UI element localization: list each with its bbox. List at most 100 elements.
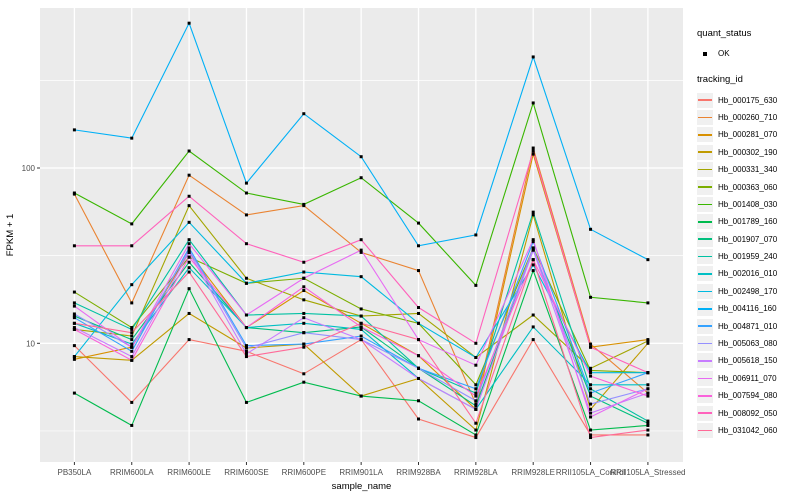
data-point	[302, 372, 306, 376]
data-point	[130, 331, 134, 335]
tracking-id-item: Hb_001789_160	[697, 213, 799, 230]
tracking-id-item-label: Hb_004116_160	[718, 304, 777, 314]
data-point	[646, 387, 650, 391]
data-point	[589, 227, 593, 231]
tracking-id-item-label: Hb_000331_340	[718, 165, 778, 175]
data-point	[302, 285, 306, 289]
line-key-icon	[697, 318, 713, 334]
data-point	[244, 346, 248, 350]
data-point	[474, 421, 478, 425]
tracking-id-item-label: Hb_031042_060	[718, 426, 778, 435]
data-point	[417, 354, 420, 358]
y-tick-label: 100	[22, 164, 36, 173]
data-point	[417, 311, 420, 315]
tracking-id-item-label: Hb_000260_710	[718, 112, 778, 122]
data-point	[474, 233, 478, 237]
x-tick-label: RRII105LA_Stressed	[610, 468, 685, 477]
data-point	[417, 244, 420, 248]
tracking-id-item: Hb_000260_710	[697, 109, 799, 126]
data-point	[589, 407, 593, 411]
data-point	[589, 366, 593, 370]
data-point	[359, 238, 363, 242]
line-key-icon	[697, 231, 713, 247]
tracking-id-item: Hb_005063_080	[697, 335, 799, 352]
data-point	[474, 404, 478, 408]
data-point	[531, 313, 535, 317]
line-key-icon	[697, 353, 713, 369]
data-point	[531, 149, 535, 153]
data-point	[187, 173, 191, 177]
data-point	[531, 210, 535, 214]
y-tick-label: 10	[26, 339, 35, 348]
line-key-icon	[697, 109, 713, 125]
tracking-id-item-label: Hb_008092_050	[718, 408, 778, 418]
data-point	[72, 355, 76, 359]
data-point	[72, 244, 76, 248]
data-point	[187, 21, 191, 25]
data-point	[130, 334, 134, 338]
data-point	[302, 311, 306, 315]
data-point	[646, 419, 650, 423]
data-point	[589, 415, 593, 419]
data-point	[302, 112, 306, 116]
data-point	[302, 270, 306, 274]
data-point	[589, 342, 593, 346]
line-key-icon	[697, 266, 713, 282]
data-point	[130, 283, 134, 287]
data-point	[417, 376, 420, 380]
data-point	[359, 155, 363, 159]
data-point	[417, 338, 420, 342]
data-point	[72, 128, 76, 132]
data-point	[589, 428, 593, 432]
data-point	[474, 399, 478, 403]
data-point	[417, 399, 420, 403]
data-point	[187, 260, 191, 264]
data-point	[589, 411, 593, 415]
data-point	[646, 301, 650, 305]
x-axis-title: sample_name	[332, 481, 392, 492]
data-point	[531, 338, 535, 342]
data-point	[589, 295, 593, 299]
data-point	[130, 136, 134, 140]
data-point	[130, 349, 134, 353]
data-point	[187, 250, 191, 254]
data-point	[417, 417, 420, 421]
data-point	[646, 339, 650, 343]
x-tick-label: RRIM928LE	[511, 468, 555, 477]
data-point	[130, 400, 134, 404]
tracking-id-item: Hb_001408_030	[697, 196, 799, 213]
tracking-id-item-label: Hb_000302_190	[718, 147, 778, 157]
tracking-id-item: Hb_002498_170	[697, 283, 799, 300]
data-point	[359, 394, 363, 398]
data-point	[72, 327, 76, 331]
data-point	[531, 240, 535, 244]
quant-status-items: OK	[697, 45, 799, 62]
data-point	[359, 334, 363, 338]
data-point	[359, 327, 363, 331]
data-point	[187, 220, 191, 224]
tracking-id-item: Hb_001959_240	[697, 248, 799, 265]
tracking-id-item: Hb_008092_050	[697, 404, 799, 421]
data-point	[130, 423, 134, 427]
data-point	[72, 304, 76, 308]
x-tick-label: PB350LA	[57, 468, 91, 477]
x-tick-label: RRIM600SE	[224, 468, 268, 477]
data-point	[187, 246, 191, 250]
tracking-id-item-label: Hb_006911_070	[718, 373, 777, 383]
data-point	[531, 269, 535, 273]
data-point	[646, 371, 650, 375]
tracking-id-item: Hb_007594_080	[697, 387, 799, 404]
data-point	[359, 321, 363, 325]
quant-status-item: OK	[697, 45, 799, 62]
data-point	[187, 204, 191, 208]
data-point	[589, 433, 593, 437]
data-point	[531, 55, 535, 59]
data-point	[474, 387, 478, 391]
data-point	[72, 316, 76, 320]
tracking-id-item: Hb_000363_060	[697, 178, 799, 195]
data-point	[187, 270, 191, 274]
data-point	[531, 258, 535, 262]
data-point	[302, 202, 306, 206]
data-point	[417, 306, 420, 310]
